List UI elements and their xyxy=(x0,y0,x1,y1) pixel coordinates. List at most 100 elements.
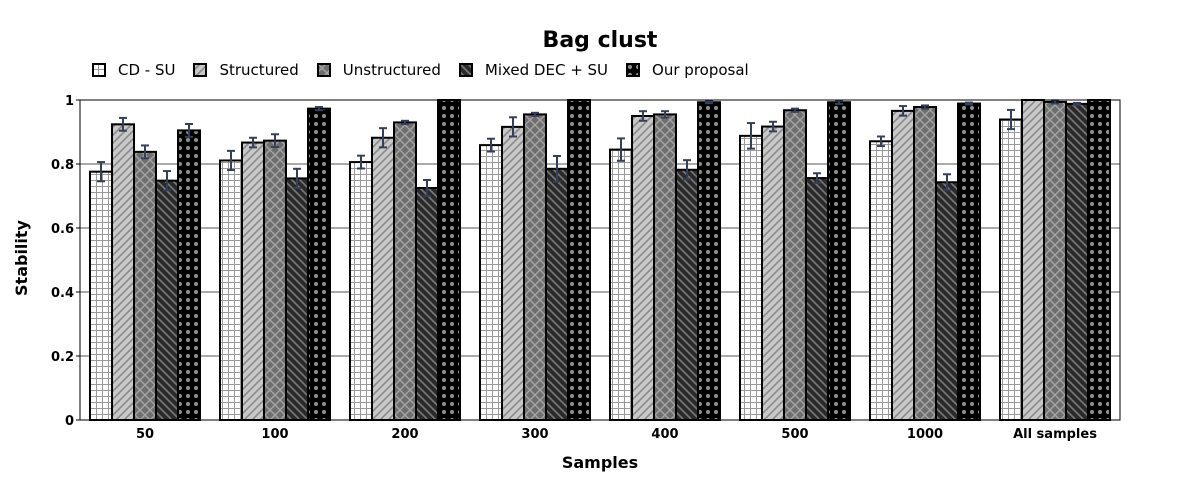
legend-label: Our proposal xyxy=(652,61,749,79)
error-bar xyxy=(163,170,171,192)
bar xyxy=(957,102,981,422)
legend-swatch xyxy=(626,63,641,77)
error-bar xyxy=(835,99,843,105)
bar xyxy=(805,177,829,421)
error-bar xyxy=(379,127,387,149)
x-axis-label: Samples xyxy=(562,453,638,472)
bar xyxy=(869,140,893,421)
bar xyxy=(371,136,395,421)
x-tick-label: All samples xyxy=(1013,427,1097,442)
error-bar xyxy=(813,172,821,184)
y-tick-label: 0.8 xyxy=(51,158,74,173)
error-bar xyxy=(271,133,279,149)
bar xyxy=(307,107,331,421)
bar xyxy=(653,113,677,422)
legend-swatch xyxy=(316,63,331,77)
error-bar xyxy=(423,179,431,197)
error-bar xyxy=(293,167,301,189)
bar xyxy=(761,125,785,421)
bar xyxy=(285,177,309,421)
error-bar xyxy=(357,154,365,170)
bar xyxy=(219,159,243,421)
bar xyxy=(739,134,763,421)
error-bar xyxy=(1073,101,1081,106)
legend-item: Unstructured xyxy=(316,61,441,79)
error-bars xyxy=(97,99,1081,197)
bar xyxy=(177,129,201,421)
y-tick-label: 1 xyxy=(65,94,74,109)
error-bar xyxy=(965,101,973,106)
bar xyxy=(501,125,525,421)
error-bar xyxy=(899,105,907,117)
bar xyxy=(697,101,721,422)
error-bar xyxy=(1007,108,1015,131)
error-bar xyxy=(249,136,257,149)
bar xyxy=(1021,99,1045,421)
y-tick-label: 0 xyxy=(65,414,74,429)
bar xyxy=(111,123,135,421)
legend-swatch xyxy=(458,63,473,77)
chart-title: Bag clust xyxy=(542,28,658,53)
bar xyxy=(567,99,591,421)
legend-item: CD - SU xyxy=(92,61,175,79)
x-tick-label: 200 xyxy=(391,427,418,442)
error-bar xyxy=(97,161,105,183)
bar xyxy=(89,170,113,421)
axes: 0 0.2 0.4 0.6 0.8 1 50 100 200 300 400 500 1000 All s… xyxy=(12,94,1121,472)
bar xyxy=(437,99,461,421)
y-tick-label: 0.6 xyxy=(51,222,74,237)
bar xyxy=(545,167,569,421)
bar xyxy=(827,101,851,422)
error-bar xyxy=(617,137,625,162)
error-bar xyxy=(401,119,409,125)
bar xyxy=(675,168,699,421)
x-tick-label: 50 xyxy=(136,427,154,442)
error-bar xyxy=(769,120,777,133)
error-bar xyxy=(877,135,885,148)
legend-swatch xyxy=(193,63,208,77)
error-bar xyxy=(315,106,323,112)
legend-item: Structured xyxy=(193,61,299,79)
bar xyxy=(1087,99,1111,421)
legend-swatch xyxy=(92,63,106,77)
bar xyxy=(631,115,655,421)
bar xyxy=(479,144,503,421)
bar xyxy=(241,141,265,421)
error-bar xyxy=(141,144,149,160)
x-tick-label: 400 xyxy=(651,427,678,442)
bar xyxy=(935,181,959,421)
bar xyxy=(891,109,915,421)
error-bar xyxy=(185,123,193,138)
bar xyxy=(523,113,547,422)
error-bar xyxy=(227,149,235,172)
bar xyxy=(155,179,179,421)
legend: CD - SU Structured Unstructured Mixed DEC +… xyxy=(92,60,767,80)
bar xyxy=(1065,102,1089,421)
bar xyxy=(349,161,373,422)
error-bar xyxy=(119,116,127,132)
error-bar xyxy=(639,110,647,122)
error-bar xyxy=(553,155,561,183)
legend-label: Structured xyxy=(219,61,299,79)
legend-label: CD - SU xyxy=(118,61,176,79)
legend-item: Mixed DEC + SU xyxy=(458,61,609,79)
bar xyxy=(609,148,633,421)
legend-label: Mixed DEC + SU xyxy=(484,61,609,79)
x-tick-label: 500 xyxy=(781,427,808,442)
bar xyxy=(1043,100,1067,421)
error-bar xyxy=(487,137,495,153)
error-bar xyxy=(705,100,713,105)
error-bar xyxy=(791,107,799,113)
y-tick-label: 0.2 xyxy=(51,350,74,365)
error-bar xyxy=(509,116,517,138)
legend-item: Our proposal xyxy=(626,61,749,79)
bar xyxy=(393,121,417,422)
error-bar xyxy=(921,104,929,110)
plot-frame xyxy=(79,99,1121,421)
x-tick-label: 1000 xyxy=(907,427,943,442)
bar xyxy=(999,118,1023,422)
error-bar xyxy=(943,173,951,192)
bar xyxy=(415,187,439,421)
bar xyxy=(783,109,807,422)
